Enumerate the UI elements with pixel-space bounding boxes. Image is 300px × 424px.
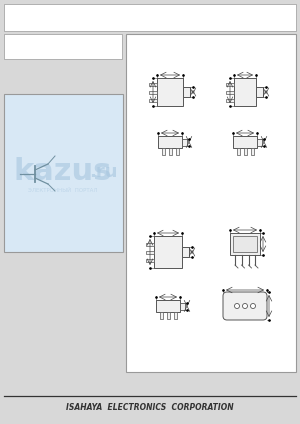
Bar [157,78,183,106]
Bar [126,34,296,372]
Bar [250,148,254,155]
FancyBboxPatch shape [223,292,267,320]
Bar [160,312,163,319]
Bar [256,87,263,97]
Bar [226,98,234,101]
Bar [149,83,157,86]
Text: kazus: kazus [14,157,112,187]
Bar [154,236,182,268]
Bar [149,90,157,94]
Bar [226,83,234,86]
Circle shape [235,304,239,309]
Bar [4,4,296,31]
Bar [167,312,170,319]
Bar [226,90,234,94]
Bar [180,302,185,310]
Bar [183,87,190,97]
Bar [161,148,164,155]
Bar [234,78,256,106]
Text: .ru: .ru [89,163,117,181]
Text: ISAHAYA  ELECTRONICS  CORPORATION: ISAHAYA ELECTRONICS CORPORATION [66,404,234,413]
Bar [146,259,154,262]
Circle shape [250,304,256,309]
Bar [236,148,239,155]
Bar [4,94,123,252]
Bar [230,233,260,255]
Bar [146,243,154,245]
Bar [4,34,122,59]
Bar [233,136,257,148]
Bar [158,136,182,148]
Bar [244,148,247,155]
Bar [149,98,157,101]
Bar [257,139,262,145]
Bar [173,312,176,319]
Text: ЭЛЕКТРОННЫЙ  ПОРТАЛ: ЭЛЕКТРОННЫЙ ПОРТАЛ [28,187,98,192]
Bar [233,236,257,252]
Bar [182,139,187,145]
Bar [146,251,154,254]
Bar [169,148,172,155]
Bar [156,300,180,312]
Bar [176,148,178,155]
Circle shape [242,304,247,309]
Bar [182,247,189,257]
